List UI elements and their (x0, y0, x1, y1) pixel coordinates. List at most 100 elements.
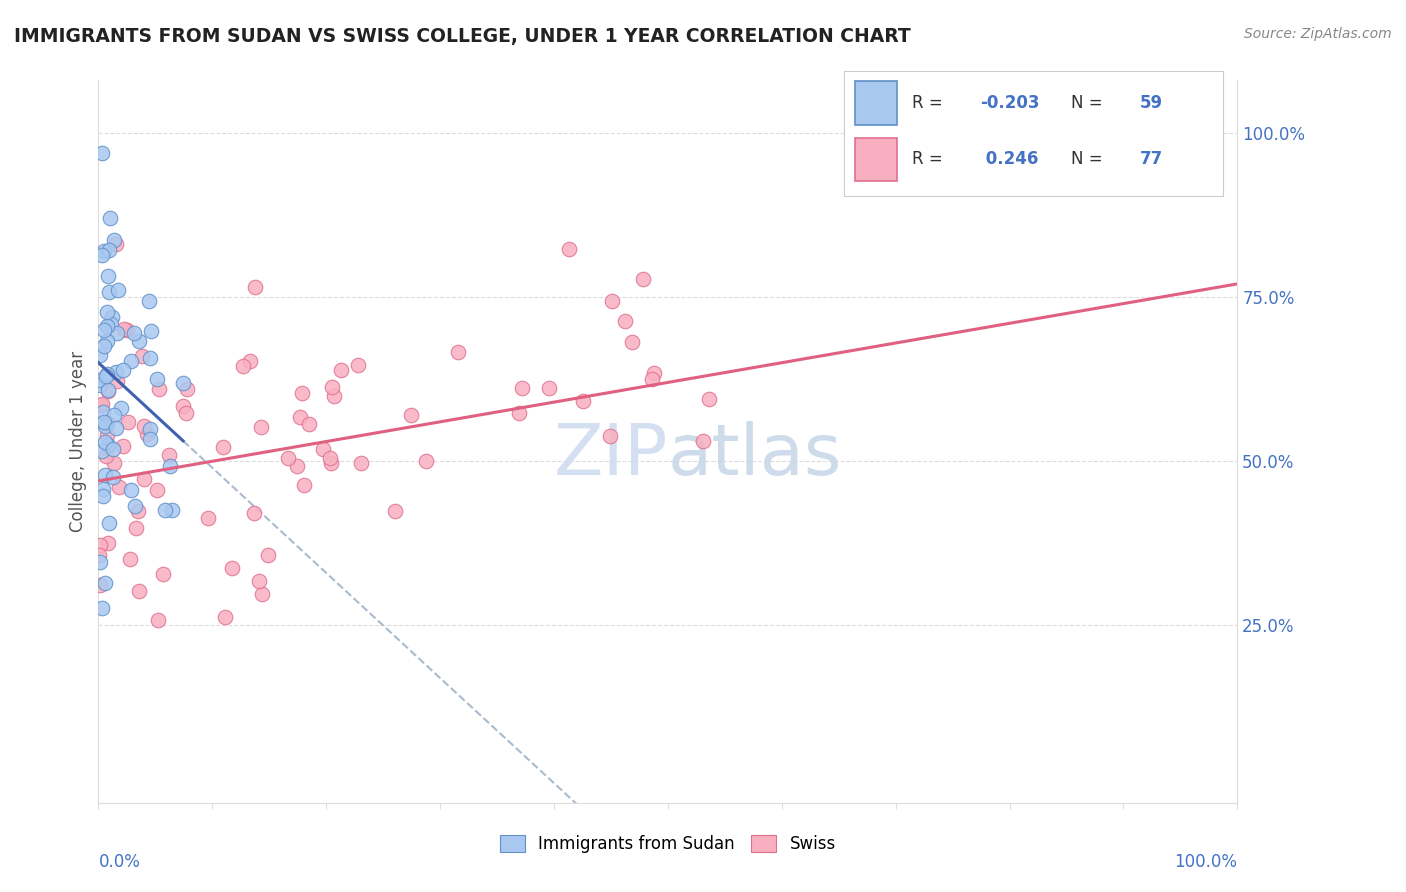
Point (128, 583, 150, 598)
Point (112, 363, 135, 377)
Text: IMMIGRANTS FROM SUDAN VS SWISS COLLEGE, UNDER 1 YEAR CORRELATION CHART: IMMIGRANTS FROM SUDAN VS SWISS COLLEGE, … (14, 27, 911, 45)
Point (197, 511, 219, 525)
Point (139, 422, 162, 436)
Point (510, 381, 533, 395)
Point (107, 283, 129, 297)
Point (93, 244, 115, 258)
Point (94, 369, 117, 384)
Point (285, 458, 308, 473)
Point (118, 552, 141, 566)
Bar (855, 81, 897, 125)
Point (614, 314, 637, 328)
Point (692, 434, 714, 448)
Point (159, 459, 181, 474)
Text: N =: N = (1071, 151, 1108, 169)
Point (98, 243, 121, 257)
Point (120, 483, 142, 497)
Point (145, 483, 167, 497)
Point (322, 389, 344, 403)
Point (97, 285, 120, 299)
Point (321, 380, 343, 394)
Point (135, 426, 157, 441)
Point (131, 349, 153, 363)
Point (104, 237, 127, 252)
Point (134, 418, 156, 433)
Point (97, 384, 120, 399)
Point (108, 480, 131, 494)
Point (291, 386, 314, 401)
Point (146, 613, 169, 627)
Text: 100.0%: 100.0% (1174, 854, 1237, 871)
Point (117, 416, 139, 430)
Point (641, 372, 664, 386)
Point (508, 406, 530, 420)
Point (89, 578, 111, 592)
Point (399, 408, 422, 422)
Point (96, 334, 118, 348)
Y-axis label: College, Under 1 year: College, Under 1 year (69, 351, 87, 533)
Point (257, 548, 280, 562)
Point (93, 339, 115, 353)
Point (93, 415, 115, 429)
Point (91, 404, 114, 418)
Point (138, 293, 160, 308)
Point (96, 368, 118, 382)
Point (110, 401, 132, 415)
Point (172, 376, 194, 390)
Point (174, 406, 197, 420)
Text: -0.203: -0.203 (980, 95, 1040, 112)
Point (91, 600, 114, 615)
Point (319, 450, 342, 465)
Text: 0.246: 0.246 (980, 151, 1039, 169)
Text: atlas: atlas (668, 422, 842, 491)
Text: N =: N = (1071, 95, 1108, 112)
Point (152, 566, 174, 581)
Point (319, 456, 342, 470)
Point (90, 443, 112, 458)
Bar (855, 137, 897, 181)
Point (243, 279, 266, 293)
Point (97, 438, 120, 452)
Point (139, 324, 162, 338)
Point (153, 503, 176, 517)
Point (124, 499, 146, 513)
Point (139, 433, 162, 447)
Point (115, 323, 138, 337)
Point (252, 587, 274, 601)
Text: R =: R = (912, 151, 948, 169)
Text: Source: ZipAtlas.com: Source: ZipAtlas.com (1244, 27, 1392, 41)
Point (148, 382, 170, 396)
Point (103, 233, 125, 247)
Point (176, 382, 198, 396)
Point (112, 322, 135, 336)
Point (105, 421, 128, 435)
Point (93, 323, 115, 337)
Point (214, 610, 236, 624)
Point (91, 490, 114, 504)
Point (243, 506, 266, 520)
Point (211, 440, 233, 454)
Point (221, 560, 243, 574)
Point (446, 344, 468, 359)
Point (294, 477, 316, 491)
Point (384, 504, 406, 518)
Point (350, 456, 373, 470)
Point (120, 353, 142, 368)
Point (329, 363, 352, 377)
Point (90, 398, 112, 412)
Point (89, 555, 111, 569)
Point (91, 482, 114, 496)
Point (160, 503, 183, 517)
Legend: Immigrants from Sudan, Swiss: Immigrants from Sudan, Swiss (494, 828, 842, 860)
Point (90, 145, 112, 160)
Point (111, 439, 134, 453)
Point (94, 434, 117, 449)
Point (89, 348, 111, 362)
Point (239, 353, 262, 368)
Point (105, 374, 128, 388)
Point (290, 409, 312, 424)
Point (97, 383, 120, 397)
Point (94, 468, 117, 483)
Point (87, 548, 110, 562)
Point (122, 326, 145, 340)
